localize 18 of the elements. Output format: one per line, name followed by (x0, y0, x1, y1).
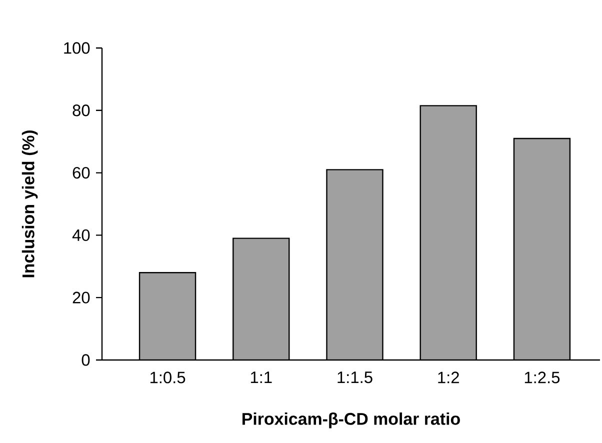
x-tick-label: 1:2.5 (524, 372, 560, 384)
x-tick-label: 1:2 (438, 372, 459, 384)
bar (140, 272, 196, 360)
y-tick-label: 20 (72, 292, 90, 304)
y-axis-title: Inclusion yield (%) (22, 130, 38, 278)
bar (420, 106, 476, 360)
y-tick-label: 100 (64, 42, 90, 54)
x-tick-label: 1:1.5 (338, 372, 372, 384)
bar (326, 170, 383, 360)
x-axis-title: Piroxicam-β-CD molar ratio (242, 412, 460, 428)
y-tick-label: 0 (82, 354, 90, 366)
bar (513, 138, 571, 360)
x-tick-label: 1:1 (250, 372, 272, 383)
x-tick-label: 1:0.5 (150, 372, 186, 384)
y-tick-label: 60 (72, 166, 90, 179)
bar (233, 238, 290, 360)
y-tick-label: 80 (72, 104, 90, 116)
y-tick-label: 40 (72, 229, 90, 241)
